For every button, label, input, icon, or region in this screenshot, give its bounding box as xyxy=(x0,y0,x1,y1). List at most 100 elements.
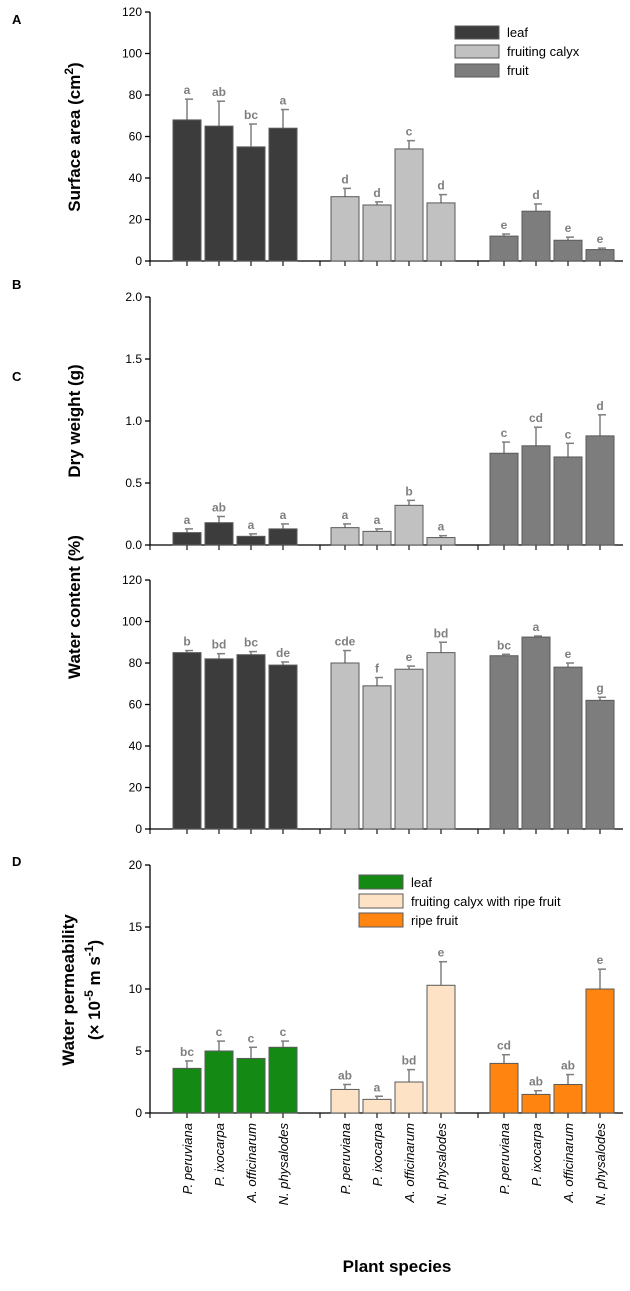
bar-b xyxy=(268,528,298,546)
panel-letter: A xyxy=(12,12,22,27)
bar-a xyxy=(172,119,202,262)
y-tick-label: 0 xyxy=(135,822,142,836)
bar-d xyxy=(426,984,456,1114)
significance-label: ab xyxy=(529,1075,543,1089)
bar-b xyxy=(172,532,202,546)
bar-b xyxy=(330,527,360,546)
significance-label: d xyxy=(596,399,603,413)
significance-label: d xyxy=(532,188,539,202)
significance-label: bd xyxy=(434,626,449,640)
species-label: N. physalodes xyxy=(434,1123,449,1206)
significance-label: b xyxy=(405,484,412,498)
bar-d xyxy=(394,1081,424,1114)
significance-label: ab xyxy=(338,1068,352,1082)
y-tick-label: 1.0 xyxy=(125,414,142,428)
significance-label: ab xyxy=(212,85,226,99)
bar-a xyxy=(553,239,583,262)
significance-label: a xyxy=(280,508,287,522)
y-tick-label: 0 xyxy=(135,254,142,268)
y-tick-label: 80 xyxy=(129,656,143,670)
panel-letter: B xyxy=(12,277,21,292)
legend-swatch xyxy=(454,25,500,40)
y-tick-label: 80 xyxy=(129,88,143,102)
significance-label: c xyxy=(216,1025,223,1039)
bar-a xyxy=(362,204,392,262)
bar-b xyxy=(362,530,392,546)
y-tick-label: 0.5 xyxy=(125,476,142,490)
bar-a xyxy=(489,235,519,262)
panel-letter: C xyxy=(12,369,22,384)
bar-d xyxy=(268,1046,298,1114)
legend-label: ripe fruit xyxy=(411,913,458,928)
bar-a xyxy=(330,196,360,262)
significance-label: e xyxy=(597,953,604,967)
bar-a xyxy=(268,127,298,262)
bar-c xyxy=(553,666,583,830)
legend-label: fruiting calyx xyxy=(507,44,580,59)
y-tick-label: 20 xyxy=(129,858,143,872)
y-tick-label: 20 xyxy=(129,781,143,795)
y-tick-label: 40 xyxy=(129,739,143,753)
y-tick-label: 60 xyxy=(129,130,143,144)
bar-c xyxy=(585,699,615,830)
bar-a xyxy=(426,202,456,262)
significance-label: bc xyxy=(244,108,258,122)
significance-label: c xyxy=(406,125,413,139)
y-tick-label: 10 xyxy=(129,982,143,996)
y-axis-title-line1: Water permeability xyxy=(59,914,78,1066)
significance-label: a xyxy=(248,518,255,532)
y-tick-label: 15 xyxy=(129,920,143,934)
significance-label: f xyxy=(375,662,380,676)
significance-label: de xyxy=(276,646,290,660)
significance-label: e xyxy=(565,221,572,235)
bar-a xyxy=(236,146,266,262)
significance-label: ab xyxy=(561,1059,575,1073)
significance-label: e xyxy=(501,218,508,232)
bar-c xyxy=(394,668,424,830)
significance-label: a xyxy=(438,520,445,534)
bar-d xyxy=(521,1093,551,1114)
bar-c xyxy=(204,658,234,830)
species-label: P. peruviana xyxy=(180,1123,195,1194)
bar-d xyxy=(553,1083,583,1114)
species-label: A. officinarum xyxy=(402,1123,417,1204)
bar-b xyxy=(204,522,234,546)
y-axis-title: Dry weight (g) xyxy=(65,364,84,477)
legend-swatch xyxy=(454,44,500,59)
panel-a: A 0 20 40 60 80 100 120 a ab bc a d d c d e d e e Surface ar… xyxy=(12,5,623,268)
y-tick-label: 0 xyxy=(135,1106,142,1120)
bar-a xyxy=(204,125,234,262)
significance-label: d xyxy=(341,172,348,186)
y-tick-label: 100 xyxy=(122,615,142,629)
y-tick-label: 20 xyxy=(129,213,143,227)
significance-label: a xyxy=(374,1080,381,1094)
species-label: A. officinarum xyxy=(244,1123,259,1204)
bar-b xyxy=(553,456,583,546)
y-tick-label: 5 xyxy=(135,1044,142,1058)
species-label: P. ixocarpa xyxy=(529,1123,544,1186)
legend: leaf fruiting calyx with ripe fruit ripe f… xyxy=(358,874,561,928)
bar-c xyxy=(268,664,298,830)
x-axis-title: Plant species xyxy=(343,1257,452,1276)
bar-a xyxy=(521,210,551,262)
significance-label: e xyxy=(597,232,604,246)
significance-label: a xyxy=(184,513,191,527)
species-label: P. ixocarpa xyxy=(370,1123,385,1186)
species-label: P. ixocarpa xyxy=(212,1123,227,1186)
y-tick-label: 120 xyxy=(122,573,142,587)
bar-a xyxy=(394,148,424,262)
significance-label: d xyxy=(373,186,380,200)
species-label: N. physalodes xyxy=(593,1123,608,1206)
bar-d xyxy=(330,1088,360,1114)
significance-label: c xyxy=(565,427,572,441)
significance-label: c xyxy=(501,426,508,440)
legend-label: leaf xyxy=(411,875,432,890)
legend-swatch xyxy=(358,893,404,909)
significance-label: a xyxy=(374,513,381,527)
y-tick-label: 2.0 xyxy=(125,290,142,304)
legend: leaf fruiting calyx fruit xyxy=(454,25,580,78)
species-axis-labels: P. peruviana P. ixocarpa A. officinarum N. … xyxy=(180,1123,608,1206)
y-tick-label: 60 xyxy=(129,698,143,712)
bar-b xyxy=(394,504,424,546)
